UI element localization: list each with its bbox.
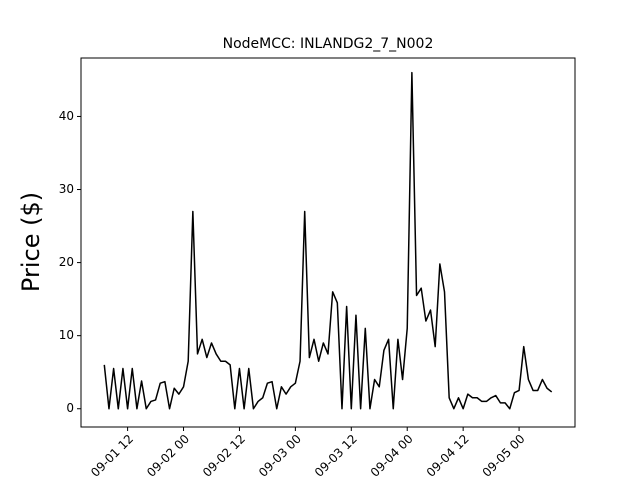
x-tick-label: 09-04 00 <box>368 432 416 480</box>
y-tick-label: 20 <box>59 255 74 269</box>
chart-title: NodeMCC: INLANDG2_7_N002 <box>223 36 434 52</box>
line-series <box>103 71 553 410</box>
y-tick-label: 30 <box>59 182 74 196</box>
axes-frame <box>80 57 576 428</box>
y-tick-label: 0 <box>66 401 74 415</box>
x-tick-label: 09-02 12 <box>200 432 248 480</box>
x-tick-label: 09-01 12 <box>88 432 136 480</box>
y-axis-label: Price ($) <box>17 192 45 292</box>
y-tick-label: 10 <box>59 328 74 342</box>
x-tick-label: 09-03 12 <box>312 432 360 480</box>
x-tick-label: 09-05 00 <box>480 432 528 480</box>
y-tick-label: 40 <box>59 109 74 123</box>
x-tick-label: 09-02 00 <box>144 432 192 480</box>
x-tick-label: 09-03 00 <box>256 432 304 480</box>
x-tick-label: 09-04 12 <box>424 432 472 480</box>
